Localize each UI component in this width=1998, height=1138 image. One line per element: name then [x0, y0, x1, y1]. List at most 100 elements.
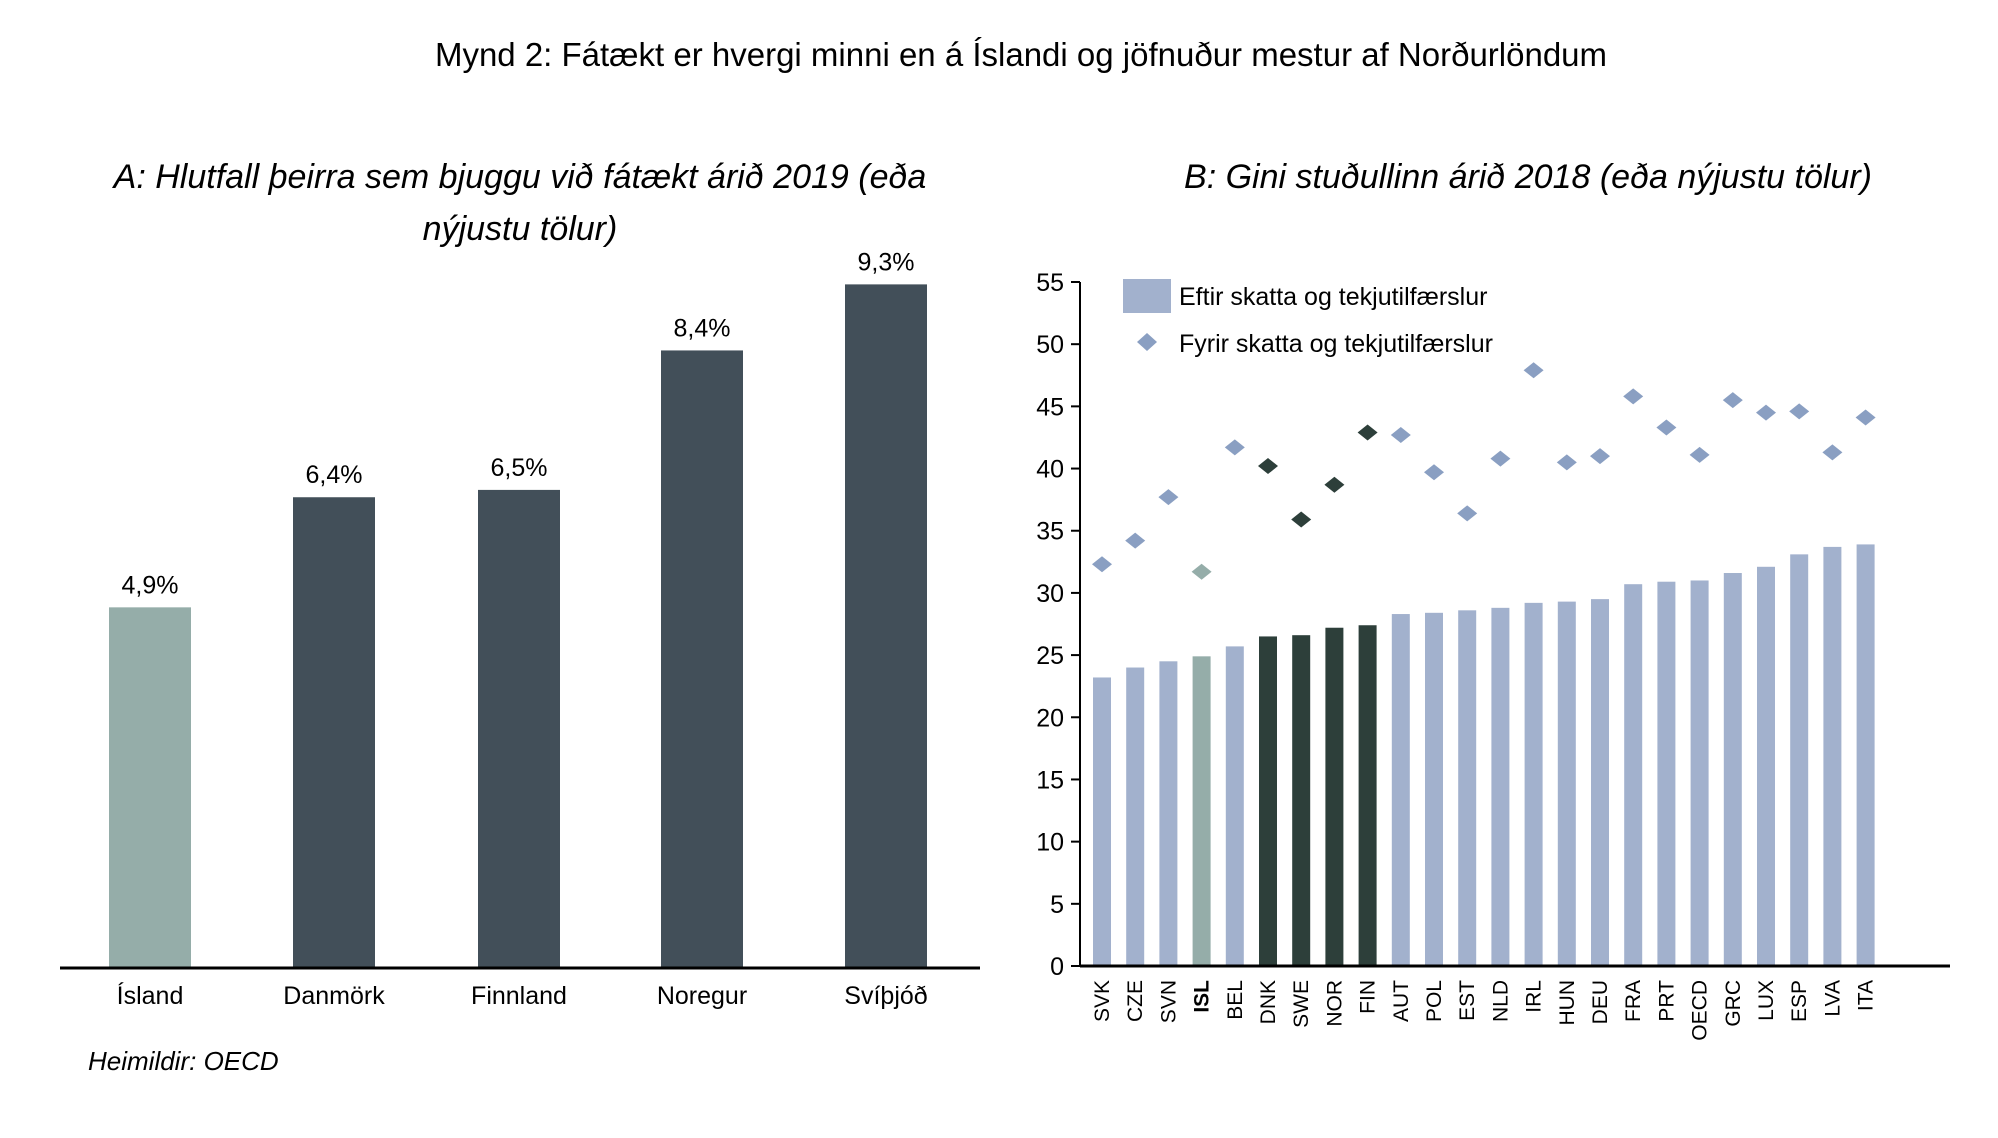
diamond-SVN [1158, 489, 1179, 506]
x-tick-label: SWE [1290, 980, 1313, 1028]
bar-ISL [1192, 656, 1211, 966]
bar-IRL [1524, 602, 1543, 966]
bar-DNK [1259, 636, 1277, 966]
chart-a: A: Hlutfall þeirra sem bjuggu við fátækt… [60, 158, 980, 1010]
x-tick-label: Ísland [117, 981, 184, 1010]
x-tick-label: Svíþjóð [844, 982, 927, 1010]
x-tick-label: FIN [1357, 980, 1380, 1014]
x-tick-label: ITA [1855, 980, 1878, 1011]
x-tick-label: SVN [1157, 980, 1180, 1023]
diamond-DEU [1590, 448, 1610, 465]
bar-ESP [1790, 554, 1809, 966]
diamond-CZE [1125, 532, 1146, 549]
x-tick-label: BEL [1224, 980, 1247, 1020]
bar-HUN [1557, 601, 1576, 966]
y-tick-label: 50 [1036, 331, 1064, 359]
bar-PRT [1657, 581, 1676, 966]
bar-AUT [1391, 614, 1410, 966]
chart-b: B: Gini stuðullinn árið 2018 (eða nýjust… [1036, 158, 1950, 1041]
x-tick-label: Noregur [657, 982, 747, 1010]
y-tick-label: 25 [1036, 642, 1064, 670]
bar-Noregur [661, 350, 743, 967]
bar-OECD [1690, 580, 1709, 966]
bar-FRA [1624, 584, 1643, 966]
y-tick-label: 35 [1036, 518, 1064, 546]
figure-title: Mynd 2: Fátækt er hvergi minni en á Ísla… [435, 36, 1607, 73]
data-label: 6,5% [491, 454, 548, 482]
diamond-OECD [1689, 446, 1710, 463]
x-tick-label: LVA [1821, 980, 1844, 1017]
bar-LUX [1757, 566, 1775, 966]
y-tick-label: 0 [1050, 953, 1064, 981]
bar-EST [1458, 610, 1477, 966]
data-label: 8,4% [674, 314, 731, 342]
diamond-NOR [1324, 476, 1345, 493]
x-tick-label: SVK [1091, 980, 1114, 1022]
diamond-HUN [1556, 454, 1577, 471]
data-label: 4,9% [122, 571, 179, 599]
bar-Ísland [109, 607, 191, 967]
bar-SWE [1292, 635, 1311, 966]
bar-Finnland [478, 489, 560, 967]
bar-NOR [1325, 627, 1344, 966]
diamond-BEL [1224, 439, 1245, 456]
x-tick-label: HUN [1556, 980, 1579, 1026]
y-tick-label: 10 [1036, 829, 1064, 857]
y-tick-label: 20 [1036, 704, 1064, 732]
x-tick-label: FRA [1622, 980, 1645, 1022]
x-tick-label: OECD [1689, 980, 1712, 1041]
diamond-IRL [1523, 362, 1544, 379]
source-note: Heimildir: OECD [88, 1046, 279, 1076]
bar-DEU [1591, 599, 1609, 966]
bar-LVA [1823, 546, 1842, 966]
x-tick-label: ISL [1191, 980, 1214, 1013]
x-tick-label: Finnland [471, 982, 567, 1010]
diamond-FRA [1623, 388, 1644, 405]
y-tick-label: 40 [1036, 456, 1064, 484]
x-tick-label: ESP [1788, 980, 1811, 1022]
bar-SVN [1159, 661, 1178, 966]
diamond-NLD [1490, 450, 1511, 467]
legend-label: Fyrir skatta og tekjutilfærslur [1179, 330, 1493, 358]
bar-Danmörk [293, 497, 375, 967]
legend-label: Eftir skatta og tekjutilfærslur [1179, 283, 1487, 311]
x-tick-label: DEU [1589, 980, 1612, 1024]
data-label: 9,3% [858, 248, 915, 276]
bar-GRC [1723, 573, 1742, 966]
y-tick-label: 55 [1036, 269, 1064, 297]
x-tick-label: Danmörk [283, 982, 385, 1010]
diamond-ITA [1855, 409, 1876, 426]
legend-swatch-bar [1123, 279, 1171, 313]
diamond-DNK [1258, 458, 1278, 475]
diamond-LVA [1822, 444, 1843, 461]
x-tick-label: IRL [1523, 980, 1546, 1013]
diamond-AUT [1390, 426, 1411, 443]
diamond-LUX [1756, 404, 1776, 421]
diamond-ISL [1191, 563, 1212, 580]
x-tick-label: NOR [1323, 980, 1346, 1027]
data-label: 6,4% [306, 461, 363, 489]
x-tick-label: PRT [1655, 980, 1678, 1022]
bar-POL [1425, 612, 1443, 966]
y-tick-label: 30 [1036, 580, 1064, 608]
diamond-SWE [1291, 511, 1312, 528]
bar-ITA [1856, 544, 1875, 966]
x-tick-label: GRC [1722, 980, 1745, 1027]
diamond-PRT [1656, 419, 1677, 436]
bar-SVK [1093, 677, 1111, 966]
chart-b-title: B: Gini stuðullinn árið 2018 (eða nýjust… [1184, 158, 1872, 196]
x-tick-label: DNK [1257, 980, 1280, 1024]
diamond-FIN [1357, 424, 1378, 441]
diamond-GRC [1722, 392, 1743, 409]
x-tick-label: LUX [1755, 980, 1778, 1021]
bar-BEL [1225, 646, 1244, 966]
y-tick-label: 45 [1036, 393, 1064, 421]
diamond-EST [1457, 505, 1478, 522]
y-tick-label: 5 [1050, 891, 1064, 919]
diamond-ESP [1789, 403, 1810, 420]
x-tick-label: NLD [1489, 980, 1512, 1022]
chart-a-title-line: nýjustu tölur) [423, 210, 618, 248]
x-tick-label: CZE [1124, 980, 1147, 1022]
legend-swatch-diamond [1137, 333, 1157, 351]
